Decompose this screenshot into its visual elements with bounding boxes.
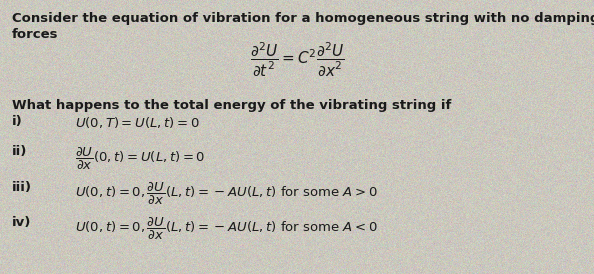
Text: iii): iii) (12, 181, 32, 193)
Text: iv): iv) (12, 215, 31, 229)
Text: $U(0, t) = 0, \dfrac{\partial U}{\partial x}(L, t) = -AU(L, t)$ for some $A < 0$: $U(0, t) = 0, \dfrac{\partial U}{\partia… (75, 215, 378, 242)
Text: What happens to the total energy of the vibrating string if: What happens to the total energy of the … (12, 98, 451, 112)
Text: $\dfrac{\partial^2 U}{\partial t^2} = C^2\dfrac{\partial^2 U}{\partial x^2}$: $\dfrac{\partial^2 U}{\partial t^2} = C^… (249, 41, 345, 79)
Text: $\dfrac{\partial U}{\partial x}(0, t) = U(L, t) = 0$: $\dfrac{\partial U}{\partial x}(0, t) = … (75, 145, 206, 172)
Text: i): i) (12, 116, 23, 129)
Text: $U(0, t) = 0, \dfrac{\partial U}{\partial x}(L, t) = -AU(L, t)$ for some $A > 0$: $U(0, t) = 0, \dfrac{\partial U}{\partia… (75, 181, 378, 207)
Text: ii): ii) (12, 145, 27, 158)
Text: Consider the equation of vibration for a homogeneous string with no damping on b: Consider the equation of vibration for a… (12, 12, 594, 25)
Text: forces: forces (12, 28, 58, 41)
Text: $U(0, T) = U(L, t) = 0$: $U(0, T) = U(L, t) = 0$ (75, 116, 200, 130)
